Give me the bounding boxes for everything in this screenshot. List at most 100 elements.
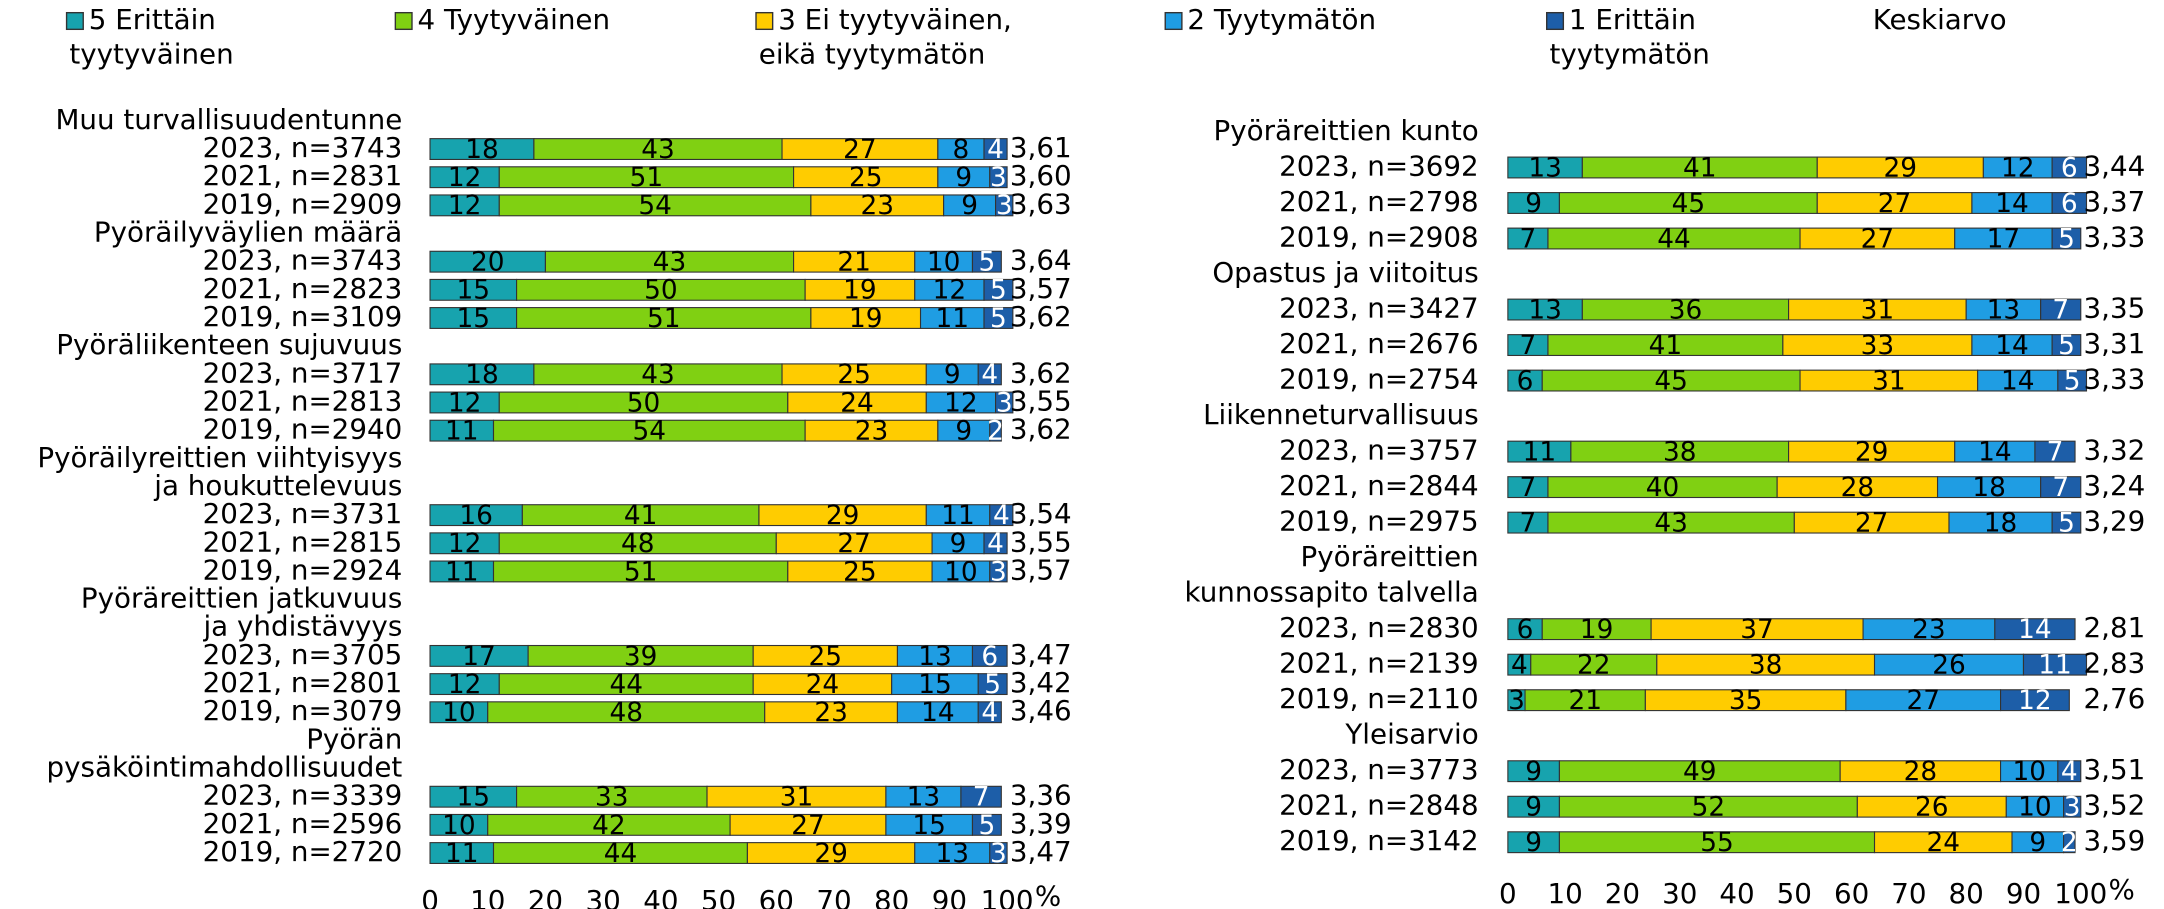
row-label: 2021, n=2813 xyxy=(203,384,403,417)
x-tick-label: 10 xyxy=(1548,877,1583,909)
x-tick-label: 60 xyxy=(759,884,794,909)
segment-label: 13 xyxy=(907,783,941,813)
x-tick-label: 40 xyxy=(1719,877,1754,909)
segment-label: 27 xyxy=(1861,224,1895,254)
segment-label: 48 xyxy=(609,698,643,728)
x-tick-label: 60 xyxy=(1834,877,1869,909)
mean-label: 3,47 xyxy=(1010,638,1072,671)
bar-segment xyxy=(2063,795,2082,818)
bar-segment xyxy=(983,532,1008,555)
x-tick-label: 90 xyxy=(932,884,967,909)
mean-label: 3,54 xyxy=(1010,497,1072,530)
row-label: 2023, n=3339 xyxy=(203,779,403,812)
legend-label: eikä tyytymätön xyxy=(759,38,986,71)
row-label: 2023, n=3743 xyxy=(203,131,403,164)
x-tick-label: 70 xyxy=(1891,877,1926,909)
segment-label: 27 xyxy=(843,135,877,165)
row-label: 2019, n=3079 xyxy=(203,694,403,727)
x-axis-label: % xyxy=(1035,880,1061,909)
segment-label: 4 xyxy=(993,501,1010,531)
segment-label: 18 xyxy=(1984,508,2018,538)
segment-label: 4 xyxy=(2061,757,2078,787)
bar-segment xyxy=(960,785,1002,808)
segment-label: 16 xyxy=(459,501,493,531)
segment-label: 38 xyxy=(1663,437,1697,467)
row-label: 2019, n=2110 xyxy=(1279,682,1479,715)
segment-label: 11 xyxy=(445,839,479,869)
segment-label: 29 xyxy=(814,839,848,869)
segment-label: 54 xyxy=(633,417,667,447)
segment-label: 13 xyxy=(936,839,970,869)
segment-label: 19 xyxy=(843,276,877,306)
segment-label: 24 xyxy=(840,388,874,418)
segment-label: 25 xyxy=(837,360,871,390)
segment-label: 45 xyxy=(1672,189,1706,219)
bar-segment xyxy=(989,842,1008,864)
segment-label: 9 xyxy=(1525,793,1542,823)
legend-swatch xyxy=(394,11,413,31)
group-title: Muu turvallisuudentunne xyxy=(55,103,402,136)
bar-segment xyxy=(2000,689,2070,712)
mean-label: 3,33 xyxy=(2084,221,2146,254)
group-title: Pyöräliikenteen sujuvuus xyxy=(56,328,402,361)
segment-label: 12 xyxy=(2001,153,2035,183)
bar-segment xyxy=(2040,476,2082,499)
segment-label: 5 xyxy=(2058,331,2075,361)
segment-label: 13 xyxy=(1987,295,2021,325)
bar-segment xyxy=(971,250,1002,273)
bar-segment xyxy=(989,166,1008,189)
segment-label: 9 xyxy=(1525,189,1542,219)
segment-label: 36 xyxy=(1669,295,1703,325)
row-label: 2021, n=2823 xyxy=(203,272,403,305)
segment-label: 28 xyxy=(1904,757,1938,787)
segment-label: 9 xyxy=(955,163,972,193)
segment-label: 3 xyxy=(990,839,1007,869)
mean-label: 3,55 xyxy=(1010,384,1072,417)
mean-label: 3,55 xyxy=(1010,525,1072,558)
row-label: 2019, n=2720 xyxy=(203,835,403,868)
segment-label: 9 xyxy=(1525,757,1542,787)
segment-label: 9 xyxy=(961,191,978,221)
segment-label: 3 xyxy=(996,191,1013,221)
x-tick-label: 0 xyxy=(1499,877,1517,909)
bar-segment xyxy=(983,138,1008,161)
mean-label: 2,83 xyxy=(2084,647,2146,680)
segment-label: 18 xyxy=(465,360,499,390)
x-tick-label: 40 xyxy=(643,884,678,909)
mean-label: 3,62 xyxy=(1010,300,1072,333)
row-label: 2023, n=3731 xyxy=(203,497,403,530)
segment-label: 13 xyxy=(918,642,952,672)
bar-segment xyxy=(971,644,1008,667)
segment-label: 7 xyxy=(1520,473,1537,503)
segment-label: 51 xyxy=(624,557,658,587)
segment-label: 10 xyxy=(944,557,978,587)
segment-label: 3 xyxy=(990,163,1007,193)
segment-label: 5 xyxy=(2064,366,2081,396)
x-tick-label: 20 xyxy=(1605,877,1640,909)
segment-label: 10 xyxy=(927,248,961,278)
row-label: 2021, n=2596 xyxy=(203,807,403,840)
segment-label: 24 xyxy=(806,670,840,700)
segment-label: 7 xyxy=(1520,508,1537,538)
mean-label: 3,29 xyxy=(2084,505,2146,538)
segment-label: 35 xyxy=(1729,686,1763,716)
mean-label: 2,81 xyxy=(2084,611,2146,644)
segment-label: 6 xyxy=(1517,615,1534,645)
row-label: 2019, n=2975 xyxy=(1279,505,1479,538)
row-label: 2021, n=2831 xyxy=(203,159,403,192)
bar-segment xyxy=(977,363,1002,386)
x-tick-label: 30 xyxy=(585,884,620,909)
segment-label: 12 xyxy=(448,529,482,559)
segment-label: 11 xyxy=(941,501,975,531)
segment-label: 17 xyxy=(1987,224,2021,254)
legend-swatch xyxy=(755,11,774,31)
legend-label: 4 Tyytyväinen xyxy=(418,3,611,36)
segment-label: 27 xyxy=(837,529,871,559)
segment-label: 55 xyxy=(1700,828,1734,858)
legend-label: 5 Erittäin xyxy=(89,3,216,36)
segment-label: 5 xyxy=(990,304,1007,334)
segment-label: 15 xyxy=(457,783,491,813)
segment-label: 11 xyxy=(2038,651,2072,681)
segment-label: 43 xyxy=(1654,508,1688,538)
bar-segment xyxy=(2063,831,2076,854)
